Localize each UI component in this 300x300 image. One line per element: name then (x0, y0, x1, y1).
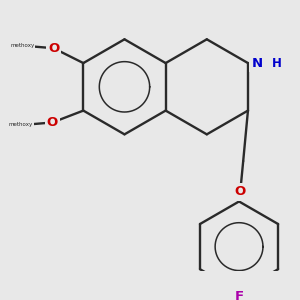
Text: O: O (235, 185, 246, 199)
Text: F: F (235, 290, 244, 300)
Text: O: O (47, 116, 58, 129)
Text: N: N (251, 57, 262, 70)
Text: H: H (272, 57, 282, 70)
Text: O: O (48, 42, 59, 55)
Text: methoxy: methoxy (10, 43, 34, 48)
Text: methoxy: methoxy (9, 122, 33, 127)
